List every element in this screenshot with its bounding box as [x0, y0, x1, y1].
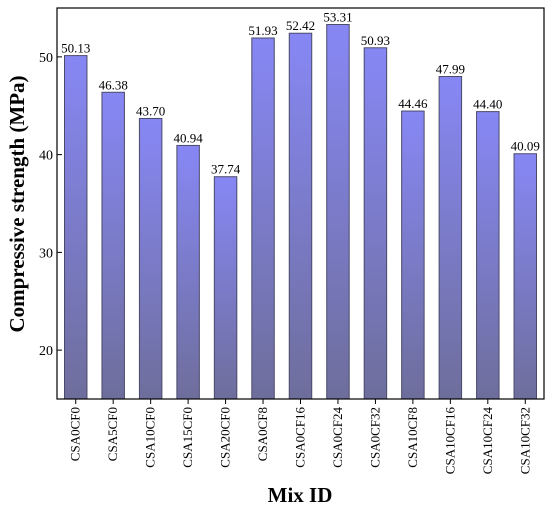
bar-CSA15CF0 — [176, 144, 200, 400]
data-label-CSA20CF0: 37.74 — [211, 162, 241, 177]
x-tick-label-CSA5CF0: CSA5CF0 — [105, 407, 120, 461]
y-axis-title: Compressive strength (MPa) — [5, 75, 29, 332]
data-label-CSA0CF8: 51.93 — [248, 23, 277, 38]
data-label-CSA15CF0: 40.94 — [173, 130, 203, 145]
x-tick-label-CSA10CF16: CSA10CF16 — [442, 407, 457, 475]
bar-CSA0CF32 — [363, 47, 388, 400]
data-labels-group: 50.13 46.38 43.70 40.94 37.74 51.93 52.42 53.31… — [61, 10, 540, 177]
x-tick-label-CSA0CF8: CSA0CF8 — [255, 407, 270, 461]
x-tick-label-CSA10CF0: CSA10CF0 — [143, 407, 158, 468]
x-tick-label-CSA15CF0: CSA15CF0 — [180, 407, 195, 468]
x-tick-label-CSA20CF0: CSA20CF0 — [218, 407, 233, 468]
bar-CSA0CF24 — [326, 24, 350, 400]
y-axis-ticks: 20 30 40 50 — [39, 51, 62, 359]
data-label-CSA0CF0: 50.13 — [61, 41, 90, 56]
bar-CSA0CF16 — [288, 32, 313, 400]
bar-CSA10CF8 — [401, 110, 425, 400]
bar-CSA10CF24 — [476, 111, 500, 400]
x-axis-title: Mix ID — [268, 483, 333, 507]
bar-CSA10CF32 — [513, 153, 538, 400]
bar-CSA10CF0 — [138, 117, 163, 400]
x-tick-label-CSA10CF32: CSA10CF32 — [517, 407, 532, 474]
bar-CSA5CF0 — [101, 91, 125, 400]
y-tick-label-30: 30 — [39, 246, 53, 261]
x-tick-label-CSA0CF24: CSA0CF24 — [330, 407, 345, 468]
y-tick-label-50: 50 — [39, 51, 53, 66]
data-label-CSA0CF16: 52.42 — [286, 18, 315, 33]
data-label-CSA10CF8: 44.46 — [398, 96, 428, 111]
data-label-CSA10CF32: 40.09 — [511, 139, 540, 154]
bar-CSA0CF0 — [63, 55, 88, 400]
data-label-CSA10CF24: 44.40 — [473, 97, 502, 112]
bar-CSA10CF16 — [438, 76, 463, 400]
bar-CSA0CF8 — [251, 37, 275, 400]
y-tick-label-40: 40 — [39, 149, 53, 164]
data-label-CSA0CF32: 50.93 — [361, 33, 390, 48]
y-tick-label-20: 20 — [39, 344, 53, 359]
x-tick-label-CSA0CF0: CSA0CF0 — [68, 407, 83, 461]
x-tick-label-CSA0CF16: CSA0CF16 — [293, 407, 308, 468]
bar-CSA20CF0 — [213, 176, 238, 400]
data-label-CSA5CF0: 46.38 — [99, 77, 128, 92]
x-tick-label-CSA10CF8: CSA10CF8 — [405, 407, 420, 468]
data-label-CSA10CF0: 43.70 — [136, 103, 165, 118]
data-label-CSA10CF16: 47.99 — [436, 62, 465, 77]
x-tick-label-CSA0CF32: CSA0CF32 — [367, 407, 382, 468]
plot-frame — [56, 7, 545, 400]
bars-group — [63, 24, 538, 400]
data-label-CSA0CF24: 53.31 — [323, 10, 352, 25]
x-axis-ticks: CSA0CF0 CSA5CF0 CSA10CF0 CSA15CF0 CSA20CF0 CS… — [68, 399, 532, 475]
x-tick-label-CSA10CF24: CSA10CF24 — [480, 407, 495, 475]
